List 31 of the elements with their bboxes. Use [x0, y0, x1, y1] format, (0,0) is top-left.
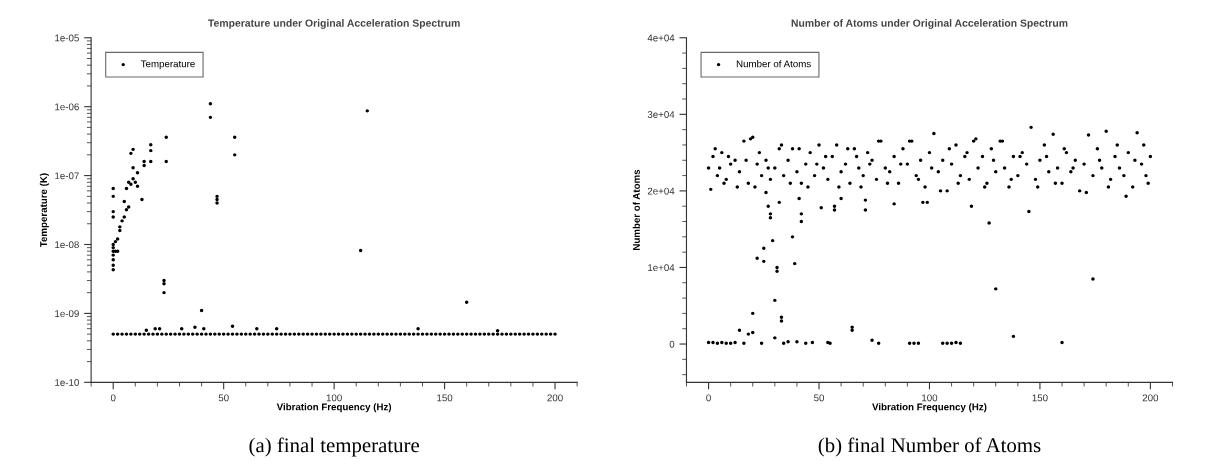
- y-axis-title: Number of Atoms: [632, 169, 640, 250]
- x-tick-label: 150: [1032, 394, 1048, 402]
- y-tick-label: 1e-08: [55, 241, 79, 249]
- x-tick-label: 50: [814, 394, 825, 402]
- text: (b) final Number of Atoms: [818, 437, 1041, 457]
- y-tick-label: 1e-07: [55, 172, 79, 180]
- chart-title: Temperature under Original Acceleration Spectrum: [208, 19, 460, 29]
- x-tick-label: 0: [110, 394, 116, 402]
- x-tick-label: 200: [547, 394, 563, 402]
- x-tick-label: 100: [922, 394, 938, 402]
- y-tick-label: 1e-10: [55, 379, 79, 386]
- x-axis-title: Vibration Frequency (Hz): [872, 403, 987, 413]
- text: (a) final temperature: [249, 437, 419, 457]
- chart-title: Number of Atoms under Original Acceleration Spectrum: [791, 19, 1068, 29]
- y-tick-label: 3e+04: [647, 111, 675, 118]
- y-tick-label: 1e-05: [55, 34, 79, 42]
- y-tick-label: 0: [669, 340, 675, 348]
- y-tick-label: 1e+04: [648, 264, 675, 272]
- x-tick-label: 150: [437, 394, 453, 402]
- y-axis-title: Temperature (K): [39, 173, 49, 248]
- x-tick-label: 200: [1142, 394, 1159, 402]
- y-tick-label: 1e-06: [55, 103, 79, 111]
- x-tick-label: 50: [218, 394, 229, 402]
- x-axis-title: Vibration Frequency (Hz): [276, 403, 392, 413]
- y-tick-label: 1e-09: [55, 310, 79, 318]
- x-tick-label: 0: [706, 394, 711, 402]
- x-tick-label: 100: [326, 394, 342, 402]
- y-tick-label: 2e+04: [647, 187, 675, 195]
- legend-label: Temperature: [140, 60, 195, 70]
- y-tick-label: 4e+04: [647, 34, 675, 42]
- legend-label: Number of Atoms: [736, 60, 811, 68]
